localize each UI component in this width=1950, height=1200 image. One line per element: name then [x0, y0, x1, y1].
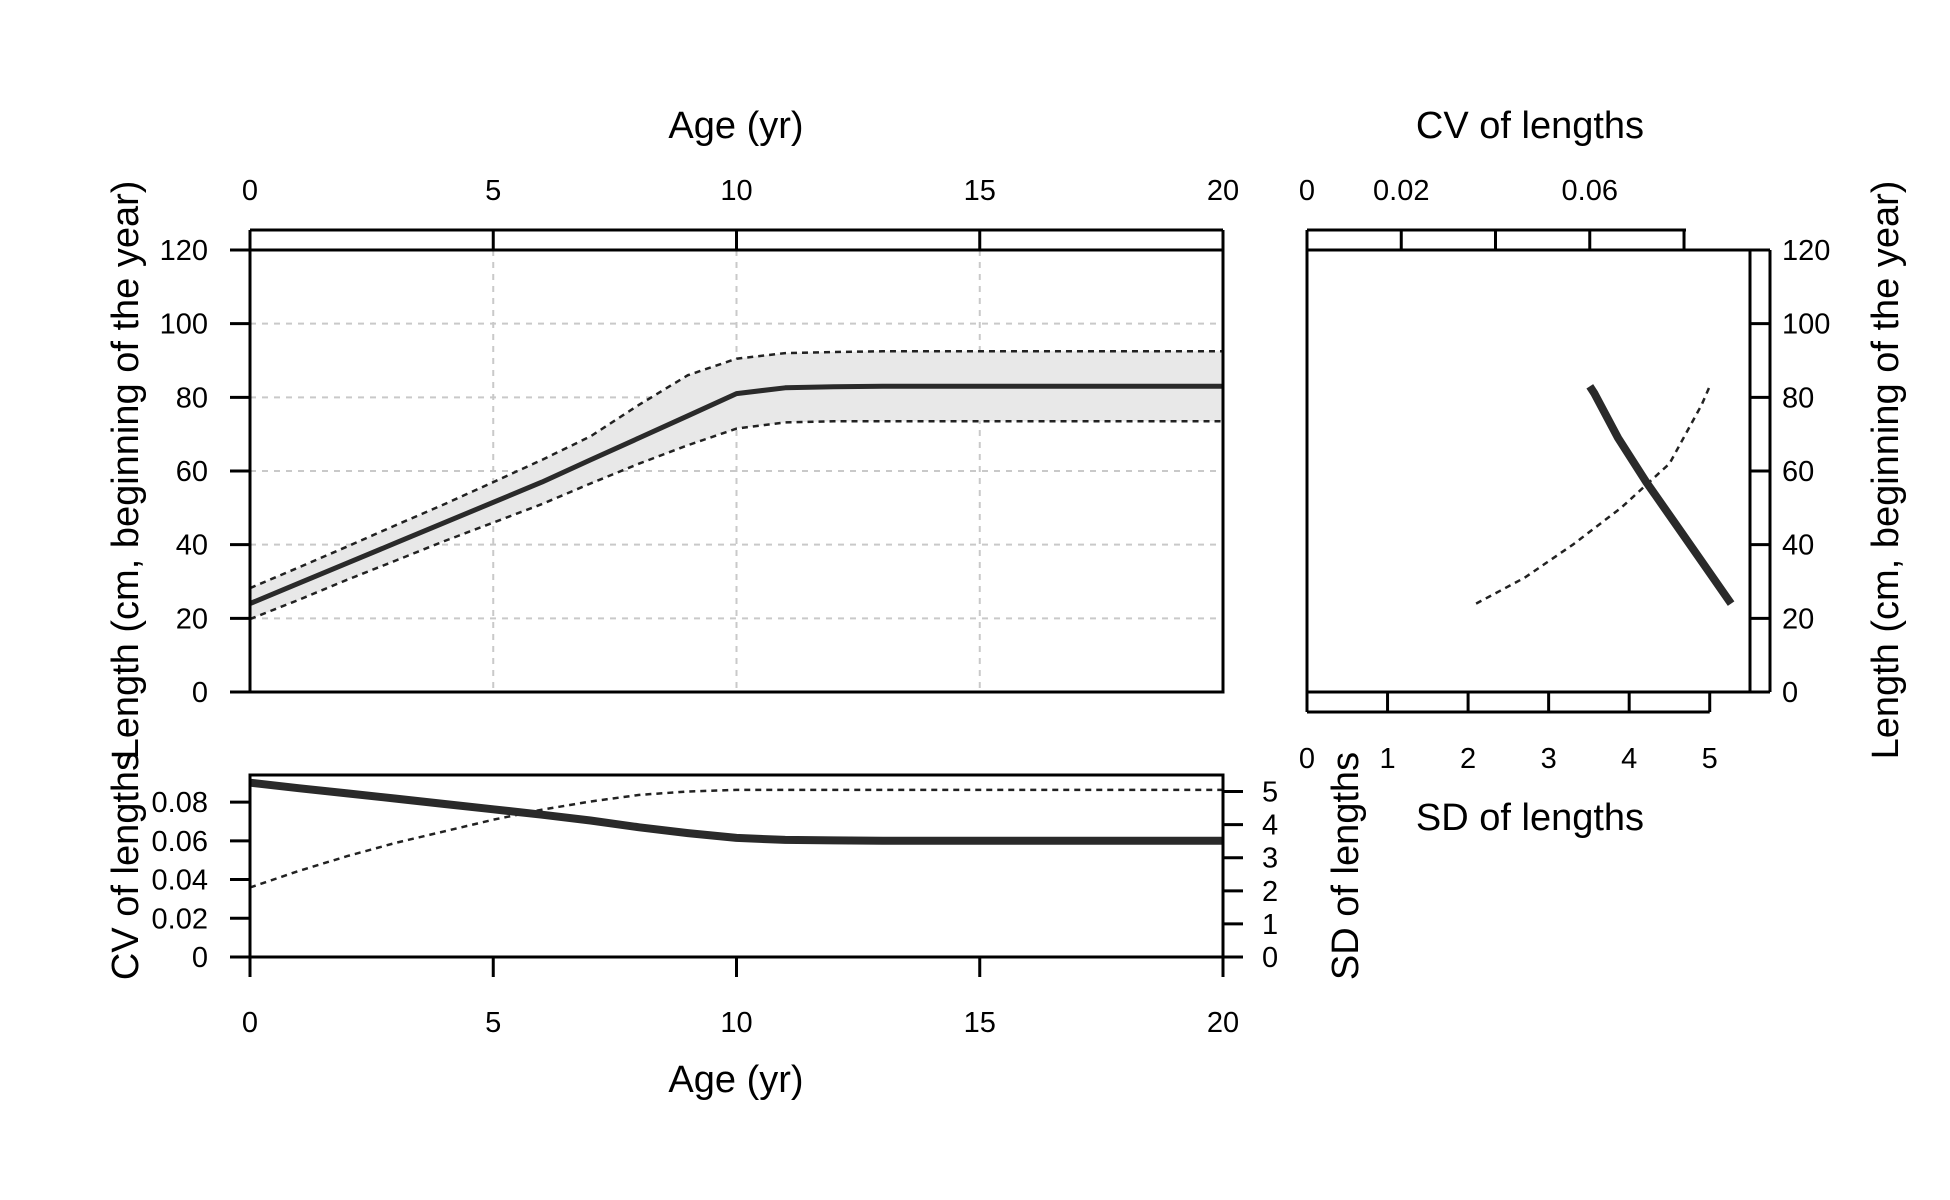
bottom-left-tick-label: 0.08 — [152, 787, 208, 819]
right-top-tick-label: 0.06 — [1562, 175, 1618, 207]
bottom-left-axis-title: CV of lengths — [105, 752, 147, 980]
right-plot-frame — [1305, 250, 1752, 694]
right-y-tick-label: 80 — [1782, 382, 1814, 414]
right-bottom-tick-label: 2 — [1460, 743, 1476, 775]
bottom-left-tick-label: 0.04 — [152, 865, 208, 897]
right-bottom-tick-label: 3 — [1541, 743, 1557, 775]
bottom-right-tick-label: 2 — [1262, 876, 1278, 908]
main-left-axis-ticks: 0 20 40 60 80 100 120 — [160, 235, 250, 709]
bottom-cv-line — [249, 778, 1223, 845]
main-confidence-band — [250, 351, 1223, 620]
right-top-axis-ticks: 0 0.02 0.06 — [1299, 175, 1686, 250]
right-bottom-tick-label: 1 — [1379, 743, 1395, 775]
right-bottom-axis-ticks: 0 1 2 3 4 5 — [1299, 692, 1718, 775]
main-left-tick-label: 60 — [176, 456, 208, 488]
main-panel: 0 5 10 15 20 0 20 40 60 80 100 120 Age (yr) Length… — [105, 105, 1239, 759]
main-gridlines — [250, 249, 1223, 692]
right-y-tick-label: 100 — [1782, 309, 1830, 341]
right-y-tick-label: 20 — [1782, 603, 1814, 635]
right-y-tick-label: 40 — [1782, 530, 1814, 562]
main-lower-line — [249, 420, 1223, 621]
right-cv-line — [1586, 384, 1735, 606]
right-bottom-tick-label: 0 — [1299, 743, 1315, 775]
right-top-axis-title: CV of lengths — [1416, 105, 1644, 147]
right-y-tick-label: 120 — [1782, 235, 1830, 267]
bottom-right-tick-label: 1 — [1262, 909, 1278, 941]
main-left-tick-label: 80 — [176, 382, 208, 414]
bottom-left-tick-label: 0.02 — [152, 903, 208, 935]
bottom-x-tick-label: 0 — [242, 1007, 258, 1039]
right-panel: 0 0.02 0.06 0 1 2 3 4 5 0 20 40 60 80 100 120 CV of l… — [1299, 105, 1907, 839]
main-top-tick-label: 20 — [1207, 175, 1239, 207]
bottom-left-axis-ticks: 0 0.02 0.04 0.06 0.08 — [152, 787, 250, 974]
main-left-tick-label: 100 — [160, 309, 208, 341]
right-sd-line — [1475, 385, 1711, 605]
right-y-axis-title: Length (cm, beginning of the year) — [1865, 181, 1907, 760]
right-bottom-tick-label: 5 — [1702, 743, 1718, 775]
right-bottom-tick-label: 4 — [1621, 743, 1637, 775]
bottom-x-axis-ticks: 0 5 10 15 20 — [242, 957, 1239, 1039]
bottom-x-tick-label: 20 — [1207, 1007, 1239, 1039]
main-y-axis-title: Length (cm, beginning of the year) — [105, 181, 147, 760]
bottom-x-tick-label: 15 — [964, 1007, 996, 1039]
main-top-axis-ticks: 0 5 10 15 20 — [242, 175, 1239, 250]
main-left-tick-label: 0 — [192, 677, 208, 709]
bottom-left-tick-label: 0.06 — [152, 826, 208, 858]
main-top-axis-title: Age (yr) — [668, 105, 803, 147]
main-left-tick-label: 20 — [176, 603, 208, 635]
bottom-right-tick-label: 5 — [1262, 777, 1278, 809]
bottom-right-tick-label: 0 — [1262, 942, 1278, 974]
bottom-right-tick-label: 3 — [1262, 843, 1278, 875]
bottom-x-axis-title: Age (yr) — [668, 1059, 803, 1101]
bottom-left-tick-label: 0 — [192, 942, 208, 974]
main-upper-line — [249, 350, 1223, 590]
right-y-axis-ticks: 0 20 40 60 80 100 120 — [1750, 235, 1830, 709]
right-y-tick-label: 60 — [1782, 456, 1814, 488]
right-top-tick-label: 0 — [1299, 175, 1315, 207]
bottom-x-tick-label: 10 — [720, 1007, 752, 1039]
main-top-tick-label: 5 — [485, 175, 501, 207]
right-y-tick-label: 0 — [1782, 677, 1798, 709]
right-top-tick-label: 0.02 — [1373, 175, 1429, 207]
right-bottom-axis-title: SD of lengths — [1416, 797, 1644, 839]
main-top-tick-label: 15 — [964, 175, 996, 207]
main-top-tick-label: 10 — [720, 175, 752, 207]
bottom-x-tick-label: 5 — [485, 1007, 501, 1039]
main-left-tick-label: 120 — [160, 235, 208, 267]
bottom-right-axis-title: SD of lengths — [1325, 752, 1367, 980]
bottom-right-tick-label: 4 — [1262, 810, 1278, 842]
main-left-tick-label: 40 — [176, 530, 208, 562]
main-top-tick-label: 0 — [242, 175, 258, 207]
bottom-sd-line — [249, 788, 1223, 889]
main-mean-line — [249, 383, 1223, 606]
